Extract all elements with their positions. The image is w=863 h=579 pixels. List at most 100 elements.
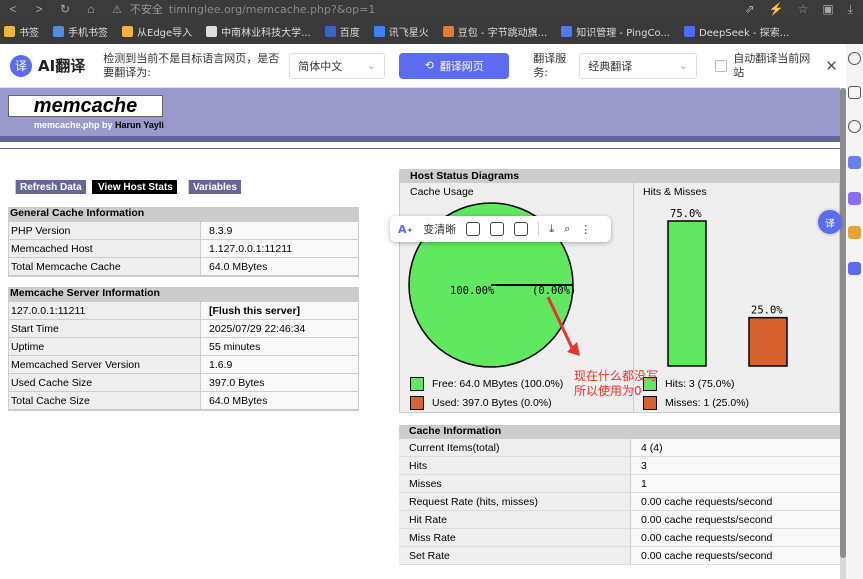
app-icon[interactable] [848, 156, 861, 169]
tabs-icon[interactable]: ▣ [822, 1, 834, 16]
row-key: Memcached Host [9, 240, 201, 257]
bookmark-item[interactable]: 书签 [4, 24, 39, 39]
translate-service-select[interactable]: 经典翻译 ⌄ [579, 52, 698, 79]
share-icon[interactable]: ⇗ [744, 1, 755, 16]
table-row: Misses 1 [399, 475, 840, 493]
row-value: 1 [631, 475, 840, 492]
table-row: Start Time 2025/07/29 22:46:34 [9, 320, 358, 338]
auto-translate-checkbox[interactable] [715, 59, 728, 72]
floating-translate-icon[interactable]: 译 [818, 210, 842, 234]
refresh-data-button[interactable]: Refresh Data [15, 180, 86, 194]
table-row: Total Memcache Cache 64.0 MBytes [9, 258, 358, 276]
bookmark-item[interactable]: 中南林业科技大学... [206, 24, 311, 39]
table-row: Memcached Server Version 1.6.9 [9, 356, 358, 374]
bookmark-label: 百度 [339, 27, 360, 39]
bookmark-item[interactable]: 知识管理 - PingCo... [561, 24, 670, 39]
subtitle-prefix: memcache.php by [34, 120, 113, 130]
visual-search-icon[interactable]: ⌕ [564, 222, 571, 235]
row-value: 64.0 MBytes [201, 258, 358, 275]
enhance-button[interactable]: A✦ [398, 222, 414, 236]
forward-icon[interactable]: > [35, 2, 43, 16]
bookmark-label: 中南林业科技大学... [221, 27, 311, 39]
diagram-canvas: 100.00% (0.00%) 75.0% 25.0% [408, 202, 788, 368]
table-row: Uptime 55 minutes [9, 338, 358, 356]
close-icon[interactable]: ✕ [825, 56, 838, 75]
cache-info-table: Cache Information Current Items(total) 4 … [399, 425, 840, 565]
bookmark-icon [683, 25, 695, 37]
legend-hits-text: Hits: 3 (75.0%) [665, 378, 735, 390]
bookmark-item[interactable]: 豆包 - 字节跳动旗... [442, 24, 548, 39]
auto-translate-label: 自动翻译当前网站 [733, 51, 811, 79]
print-icon[interactable] [514, 222, 529, 236]
row-value: 4 (4) [631, 439, 840, 456]
row-key: Total Memcache Cache [9, 258, 201, 275]
legend-misses: Misses: 1 (25.0%) [643, 396, 749, 410]
extension-icon[interactable]: ⚡ [768, 1, 784, 16]
server-info-title: Memcache Server Information [8, 287, 359, 301]
bookmark-label: 豆包 - 字节跳动旗... [457, 27, 548, 39]
bookmark-item[interactable]: 讯飞星火 [373, 24, 429, 39]
bookmark-item[interactable]: 百度 [324, 24, 360, 39]
star-icon[interactable]: ☆ [797, 1, 809, 16]
row-key: Miss Rate [399, 529, 631, 546]
translate-app-name: AI翻译 [38, 57, 86, 75]
reload-icon[interactable]: ↻ [59, 2, 71, 16]
row-key: Start Time [9, 320, 201, 337]
row-key: Misses [399, 475, 631, 492]
scrollbar-thumb[interactable] [840, 88, 846, 558]
row-value: 55 minutes [201, 338, 358, 355]
search-icon[interactable] [848, 52, 861, 65]
row-key: Total Cache Size [9, 392, 201, 409]
insecure-label[interactable]: 不安全 [129, 4, 163, 16]
target-language-select[interactable]: 简体中文 ⌄ [289, 52, 386, 79]
author-name: Harun Yayli [115, 120, 164, 130]
hits-misses-label: Hits & Misses [643, 186, 707, 198]
download-icon[interactable]: ⤓ [847, 1, 853, 16]
bookmark-item[interactable]: DeepSeek - 探索... [683, 24, 789, 39]
bookmark-item[interactable]: 手机书签 [53, 24, 108, 39]
bookmark-label: 手机书签 [68, 27, 108, 39]
legend-misses-text: Misses: 1 (25.0%) [665, 397, 750, 409]
copilot-icon[interactable] [848, 192, 861, 205]
bookmark-item[interactable]: 从Edge导入 [122, 24, 192, 39]
favorites-icon[interactable] [848, 86, 861, 99]
chevron-down-icon: ⌄ [366, 59, 377, 72]
row-value: 0.00 cache requests/second [631, 529, 840, 546]
row-key: PHP Version [9, 222, 201, 239]
legend-used: Used: 397.0 Bytes (0.0%) [410, 396, 552, 410]
history-icon[interactable] [848, 120, 861, 133]
insecure-warning-icon[interactable]: ⚠ [112, 3, 122, 16]
floating-image-toolbar: A✦ 变清晰 ⤓ ⌕ ⋮ [390, 216, 611, 242]
row-key: Request Rate (hits, misses) [399, 493, 631, 510]
server-info-table: Memcache Server Information 127.0.0.1:11… [8, 287, 359, 411]
translate-page-label: 翻译网页 [439, 59, 484, 73]
tools-icon[interactable] [848, 226, 861, 239]
download-icon[interactable]: ⤓ [549, 222, 555, 235]
translate-icon: ⟲ [424, 59, 434, 72]
red-annotation: 现在什么都没写 所以使用为0 [574, 369, 658, 399]
row-value: 0.00 cache requests/second [631, 547, 840, 564]
scrollbar[interactable] [840, 88, 846, 579]
cache-info-title: Cache Information [399, 425, 840, 439]
header-divider [0, 148, 840, 149]
translate-side-icon[interactable] [848, 262, 861, 275]
image-translate-icon[interactable] [490, 222, 505, 236]
diagrams-title: Host Status Diagrams [400, 170, 839, 183]
bookmark-icon [561, 25, 573, 37]
memcache-logo: memcache [8, 95, 163, 117]
address-bar[interactable]: timinglee.org/memcache.php?&op=1 [168, 2, 376, 16]
pie-used-percent-label: (0.00%) [532, 285, 576, 297]
variables-button[interactable]: Variables [188, 180, 241, 194]
home-icon[interactable]: ⌂ [87, 2, 95, 16]
translate-page-button[interactable]: ⟲ 翻译网页 [399, 52, 510, 79]
more-icon[interactable]: ⋮ [580, 222, 592, 236]
row-value: 0.00 cache requests/second [631, 511, 840, 528]
row-value: 1.127.0.0.1:11211 [201, 240, 358, 257]
back-icon[interactable]: < [9, 2, 17, 16]
general-cache-table: General Cache Information PHP Version 8.3… [8, 207, 359, 277]
translate-logo-icon: 译 [10, 54, 32, 77]
ocr-icon[interactable] [466, 222, 481, 236]
enhance-label[interactable]: 变清晰 [423, 223, 457, 236]
view-host-stats-button[interactable]: View Host Stats [92, 180, 177, 194]
flush-server-link[interactable]: [Flush this server] [201, 302, 358, 319]
